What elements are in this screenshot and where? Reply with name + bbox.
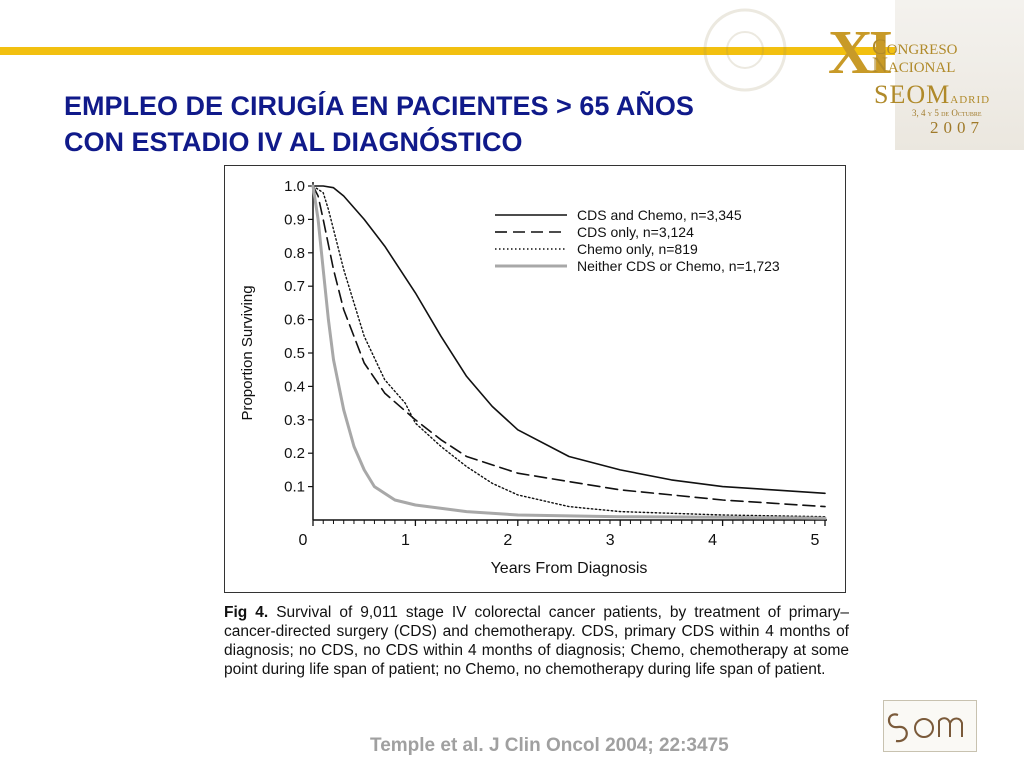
x-tick-label: 0 (299, 532, 308, 549)
x-tick-label: 3 (606, 532, 615, 549)
x-tick-label: 1 (401, 532, 410, 549)
legend-label-3: Chemo only, n=819 (577, 241, 698, 257)
watermark-ornament (703, 8, 787, 92)
page-title: EMPLEO DE CIRUGÍA EN PACIENTES > 65 AÑOS… (64, 88, 884, 160)
logo-line-nacional: Nacional (872, 52, 956, 77)
legend-label-4: Neither CDS or Chemo, n=1,723 (577, 258, 780, 274)
figure-caption: Fig 4. Survival of 9,011 stage IV colore… (224, 603, 849, 679)
citation: Temple et al. J Clin Oncol 2004; 22:3475 (370, 735, 729, 756)
x-tick-label: 4 (708, 532, 717, 549)
y-tick-label: 0.3 (284, 412, 305, 429)
y-tick-label: 0.8 (284, 245, 305, 262)
y-tick-label: 1.0 (284, 178, 305, 195)
logo-line-congreso: Congreso (872, 34, 958, 59)
logo-numeral: XI (828, 19, 893, 87)
y-tick-label: 0.1 (284, 479, 305, 496)
series-line-2 (312, 185, 826, 508)
x-tick-label: 2 (503, 532, 512, 549)
header-accent-bar (0, 47, 895, 55)
logo-madrid-suffix: adrid (950, 91, 991, 107)
x-axis-label: Years From Diagnosis (491, 560, 648, 577)
y-tick-label: 0.9 (284, 211, 305, 228)
survival-chart: 0.1 0.2 0.3 0.4 0.5 0.6 0.7 0.8 0.9 1.0 0 1 2 3 4 5 Year… (239, 178, 827, 577)
logo-year: 2007 (930, 118, 984, 137)
title-line-1: EMPLEO DE CIRUGÍA EN PACIENTES > 65 AÑOS (64, 91, 694, 121)
seom-footer-logo (883, 700, 977, 752)
logo-dates: 3, 4 y 5 de Octubre (912, 108, 982, 118)
caption-text: Survival of 9,011 stage IV colorectal ca… (224, 604, 849, 678)
header-logo-background (895, 0, 1024, 150)
series-line-3 (312, 185, 826, 518)
y-tick-label: 0.5 (284, 345, 305, 362)
logo-line-seom: SEOMadrid (874, 80, 990, 110)
series-line-1 (312, 185, 826, 495)
y-tick-label: 0.4 (284, 378, 305, 395)
y-tick-label: 0.2 (284, 445, 305, 462)
caption-label: Fig 4. (224, 604, 269, 621)
series-line-4 (311, 184, 827, 520)
y-tick-label: 0.6 (284, 312, 305, 329)
legend-label-2: CDS only, n=3,124 (577, 224, 694, 240)
title-line-2: CON ESTADIO IV AL DIAGNÓSTICO (64, 127, 523, 157)
survival-chart-frame: 0.1 0.2 0.3 0.4 0.5 0.6 0.7 0.8 0.9 1.0 0 1 2 3 4 5 Year… (224, 165, 846, 593)
legend-label-1: CDS and Chemo, n=3,345 (577, 207, 742, 223)
x-tick-label: 5 (811, 532, 820, 549)
y-axis-label: Proportion Surviving (239, 285, 256, 420)
congress-logo: XI Congreso Nacional SEOMadrid 3, 4 y 5 … (780, 0, 1024, 150)
y-tick-label: 0.7 (284, 278, 305, 295)
logo-seom-text: SEOM (874, 80, 951, 109)
